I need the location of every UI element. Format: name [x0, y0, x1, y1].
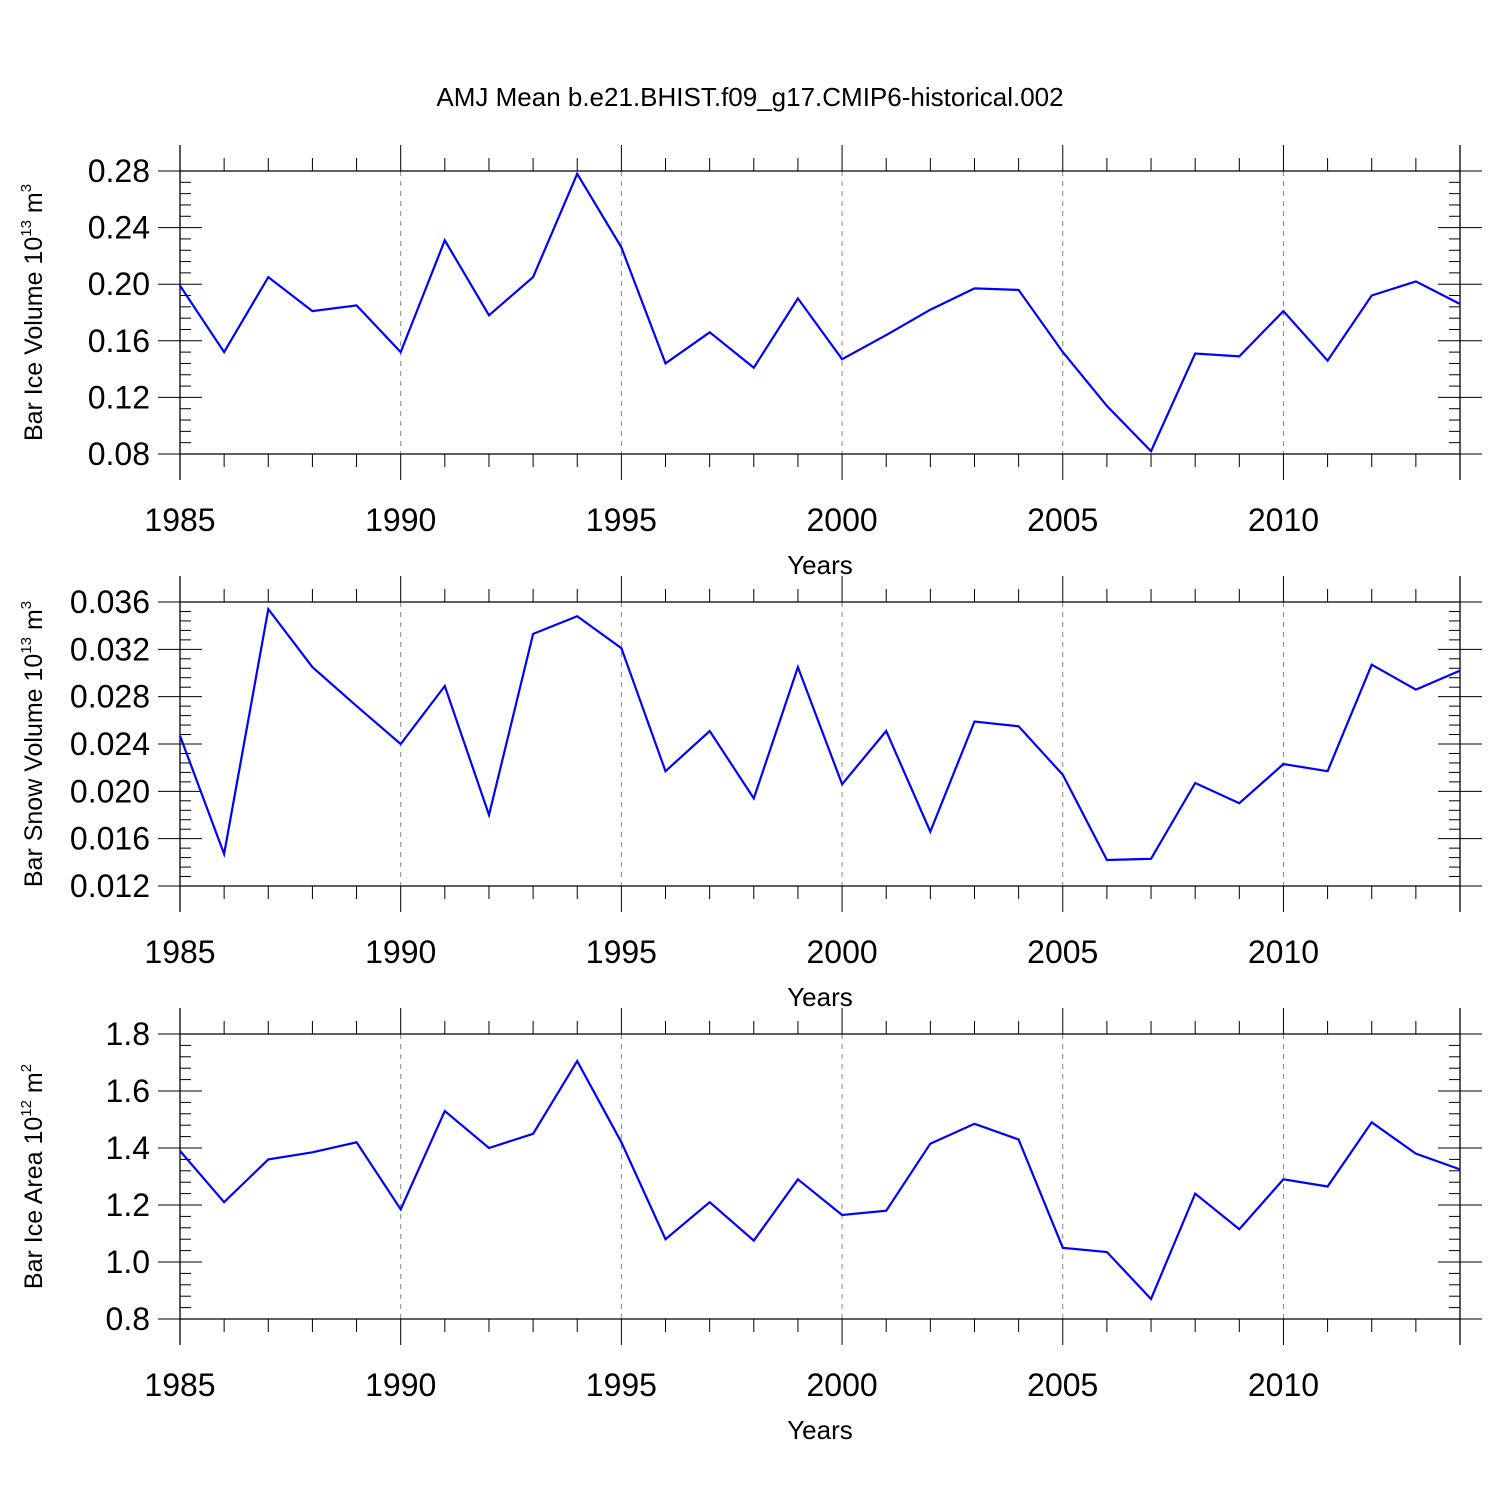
x-axis-label: Years	[787, 982, 853, 1012]
x-axis-label: Years	[787, 550, 853, 580]
y-axis-label: Bar Ice Area 1012 m2	[18, 1064, 48, 1289]
y-axis-label-text: Bar Snow Volume 10	[20, 654, 48, 887]
y-axis-label-exponent: 13	[18, 220, 35, 237]
x-tick-label: 2005	[1027, 934, 1098, 970]
x-tick-label: 2000	[806, 502, 877, 538]
y-tick-label: 0.020	[70, 773, 150, 809]
y-tick-label: 0.024	[70, 726, 150, 762]
series-line	[179, 171, 1461, 454]
y-tick-label: 0.8	[106, 1301, 150, 1337]
x-tick-label: 2010	[1248, 502, 1319, 538]
x-tick-label: 2000	[806, 934, 877, 970]
x-tick-label: 1995	[586, 502, 657, 538]
y-axis-label-text: Bar Ice Volume 10	[20, 237, 48, 441]
y-tick-label: 1.0	[106, 1244, 150, 1280]
x-axis-label: Years	[787, 1415, 853, 1445]
x-tick-label: 1985	[144, 1367, 215, 1403]
y-tick-label: 0.24	[88, 210, 150, 246]
y-tick-label: 1.4	[106, 1130, 150, 1166]
y-tick-label: 0.20	[88, 266, 150, 302]
y-axis-label-unit-exponent: 3	[18, 184, 35, 192]
y-axis-label-unit: m	[20, 192, 48, 220]
y-tick-label: 1.6	[106, 1073, 150, 1109]
y-tick-label: 0.08	[88, 436, 150, 472]
y-tick-label: 0.12	[88, 379, 150, 415]
x-tick-label: 1990	[365, 502, 436, 538]
series-line	[178, 606, 1461, 862]
x-tick-label: 2005	[1027, 1367, 1098, 1403]
x-tick-label: 1990	[365, 1367, 436, 1403]
x-tick-label: 2010	[1248, 1367, 1319, 1403]
x-tick-label: 2000	[806, 1367, 877, 1403]
y-tick-label: 1.2	[106, 1187, 150, 1223]
series-line	[179, 1058, 1461, 1301]
y-tick-label: 0.028	[70, 679, 150, 715]
y-axis-label-exponent: 12	[18, 1100, 35, 1117]
y-axis-label-exponent: 13	[18, 637, 35, 654]
y-axis-label-unit-exponent: 3	[18, 601, 35, 609]
x-tick-label: 1985	[144, 502, 215, 538]
x-tick-label: 1990	[365, 934, 436, 970]
y-axis-label-unit: m	[20, 1072, 48, 1100]
y-tick-label: 0.28	[88, 153, 150, 189]
y-tick-label: 0.016	[70, 821, 150, 857]
y-tick-label: 0.16	[88, 323, 150, 359]
x-tick-label: 1995	[586, 934, 657, 970]
y-axis-label-unit-exponent: 2	[18, 1064, 35, 1072]
x-tick-label: 2005	[1027, 502, 1098, 538]
figure-title: AMJ Mean b.e21.BHIST.f09_g17.CMIP6-histo…	[436, 82, 1063, 112]
y-axis-label-text: Bar Ice Area 10	[20, 1117, 48, 1289]
panels: 0.08 0.12 0.16 0.20 0.24 0.28 1985 1990 1995 2000…	[18, 145, 1482, 1445]
chart-panel-1: 0.08 0.12 0.16 0.20 0.24 0.28 1985 1990 1995 2000…	[18, 145, 1482, 580]
x-tick-label: 2010	[1248, 934, 1319, 970]
x-tick-label: 1985	[144, 934, 215, 970]
y-tick-label: 0.036	[70, 584, 150, 620]
y-axis-label: Bar Snow Volume 1013 m3	[18, 601, 48, 887]
chart-panel-3: 0.8 1.0 1.2 1.4 1.6 1.8 1985 1990 1995 2000 2005 20…	[18, 1008, 1482, 1445]
chart-panel-2: 0.012 0.016 0.020 0.024 0.028 0.032 0.036 1985 1…	[18, 576, 1482, 1012]
y-tick-label: 1.8	[106, 1016, 150, 1052]
y-tick-label: 0.032	[70, 631, 150, 667]
y-axis-label-unit: m	[20, 609, 48, 637]
x-tick-label: 1995	[586, 1367, 657, 1403]
y-tick-label: 0.012	[70, 868, 150, 904]
y-axis-label: Bar Ice Volume 1013 m3	[18, 184, 48, 441]
